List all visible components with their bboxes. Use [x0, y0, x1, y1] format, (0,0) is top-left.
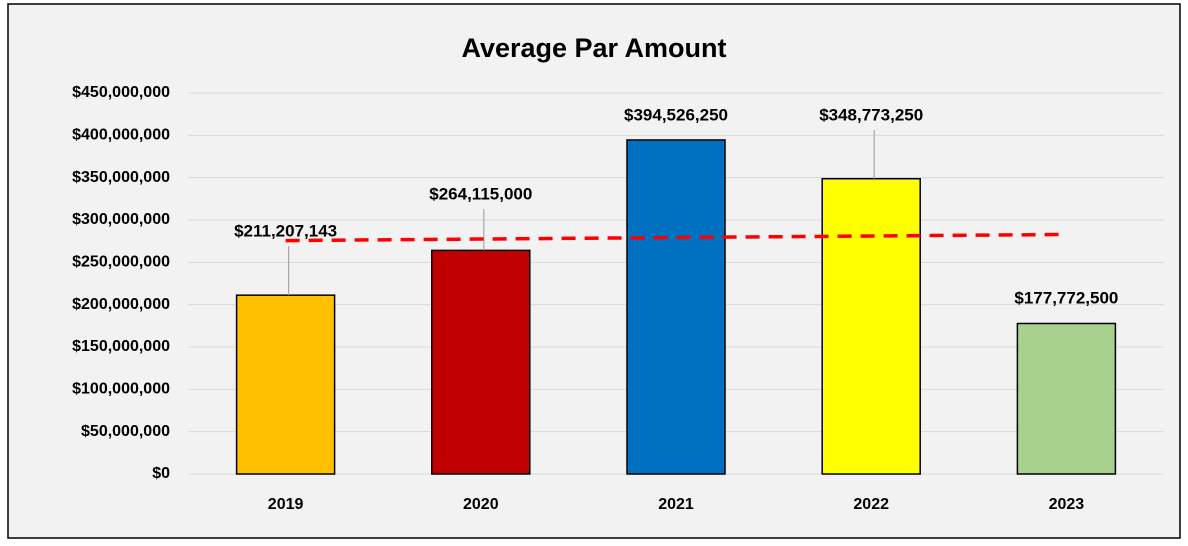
x-tick-label: 2019: [268, 496, 304, 513]
y-tick-label: $450,000,000: [72, 84, 170, 101]
data-label: $211,207,143: [234, 221, 337, 240]
x-tick-label: 2022: [853, 496, 889, 513]
y-tick-label: $0: [152, 465, 170, 482]
x-tick-label: 2023: [1049, 496, 1085, 513]
y-tick-label: $100,000,000: [72, 381, 170, 398]
y-tick-label: $50,000,000: [81, 423, 170, 440]
bar: [431, 249, 531, 475]
bar: [626, 139, 726, 475]
x-tick-label: 2021: [658, 496, 694, 513]
y-tick-label: $250,000,000: [72, 254, 170, 271]
trendline: [285, 232, 1067, 243]
bar: [1016, 322, 1117, 475]
chart-title: Average Par Amount: [461, 33, 726, 63]
bar: [821, 177, 921, 475]
data-label: $264,115,000: [429, 184, 532, 203]
y-tick-label: $400,000,000: [72, 127, 170, 144]
y-tick-label: $300,000,000: [72, 211, 170, 228]
y-tick-label: $350,000,000: [72, 169, 170, 186]
x-tick-label: 2020: [463, 496, 499, 513]
data-label: $394,526,250: [624, 105, 728, 124]
chart-frame: [7, 3, 1181, 539]
data-label: $348,773,250: [819, 105, 923, 124]
data-label: $177,772,500: [1014, 288, 1118, 307]
bar: [235, 294, 336, 475]
y-tick-label: $150,000,000: [72, 338, 170, 355]
y-tick-label: $200,000,000: [72, 296, 170, 313]
